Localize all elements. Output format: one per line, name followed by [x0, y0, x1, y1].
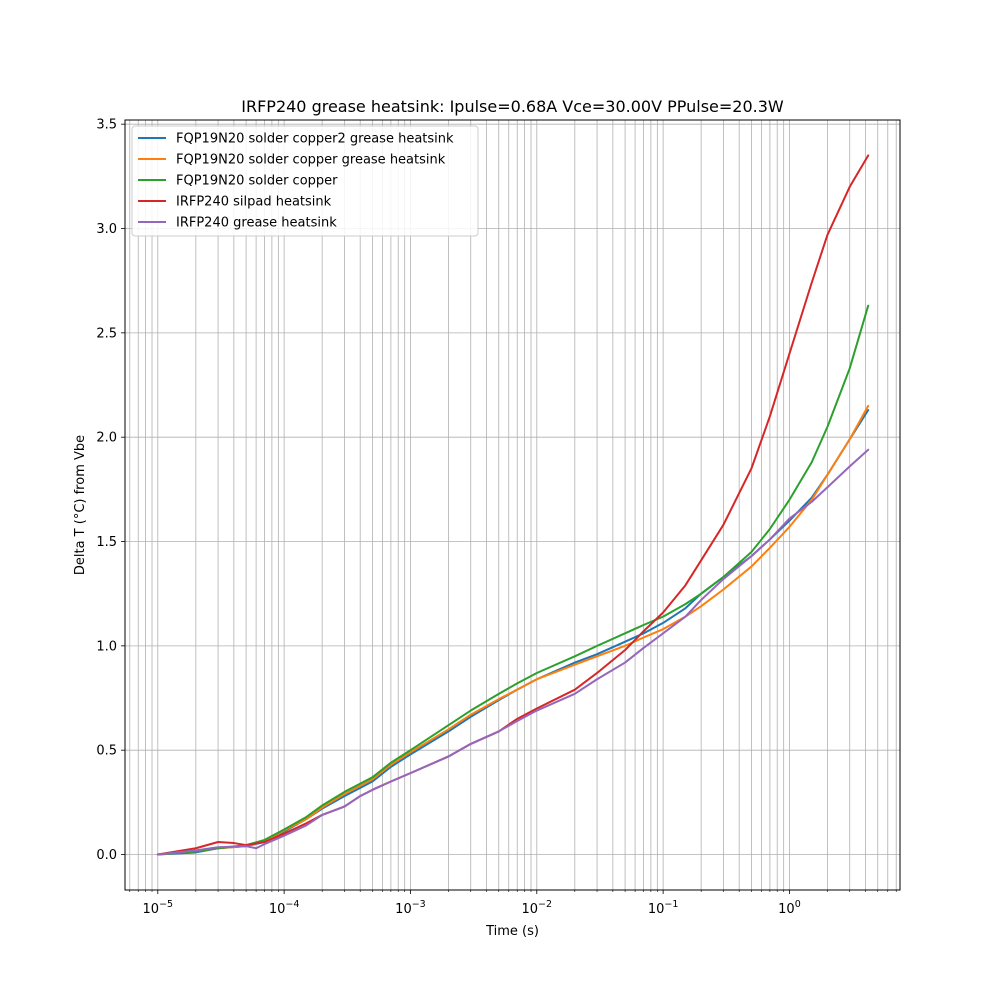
series-layer: [156, 154, 870, 856]
series-line-2: [156, 404, 870, 856]
legend-label: FQP19N20 solder copper2 grease heatsink: [176, 132, 454, 147]
legend-box: [131, 125, 479, 237]
chart-title: IRFP240 grease heatsink: Ipulse=0.68A Vc…: [241, 97, 784, 116]
legend-label: IRFP240 grease heatsink: [176, 216, 337, 231]
x-axis: 10−5 10−4 10−3 10−2 10−1 100: [129, 890, 897, 917]
legend-label: FQP19N20 solder copper grease heatsink: [176, 153, 446, 168]
y-tick-label: 0.5: [96, 744, 117, 759]
series-line-5: [156, 448, 870, 856]
legend: FQP19N20 solder copper2 grease heatsink F…: [131, 125, 479, 237]
y-tick-label: 3.0: [96, 222, 117, 237]
y-tick-label: 3.5: [96, 118, 117, 133]
y-axis: 0.0 0.5 1.0 1.5 2.0 2.5 3.0 3.5: [96, 118, 125, 863]
y-tick-label: 2.5: [96, 326, 117, 341]
y-axis-label: Delta T (°C) from Vbe: [73, 435, 88, 575]
y-tick-label: 1.5: [96, 535, 117, 550]
series-line-3: [156, 304, 870, 856]
x-tick-label: 10−2: [522, 899, 553, 917]
x-axis-label: Time (s): [485, 924, 539, 939]
legend-label: IRFP240 silpad heatsink: [176, 195, 332, 210]
x-tick-label: 10−4: [269, 899, 300, 917]
x-tick-label: 10−1: [648, 899, 679, 917]
y-tick-label: 0.0: [96, 848, 117, 863]
plot-frame: [124, 119, 901, 891]
x-tick-label: 10−5: [143, 899, 174, 917]
y-tick-label: 2.0: [96, 431, 117, 446]
y-tick-label: 1.0: [96, 639, 117, 654]
x-tick-label: 100: [778, 899, 801, 917]
legend-label: FQP19N20 solder copper: [176, 174, 338, 189]
x-tick-label: 10−3: [395, 899, 426, 917]
